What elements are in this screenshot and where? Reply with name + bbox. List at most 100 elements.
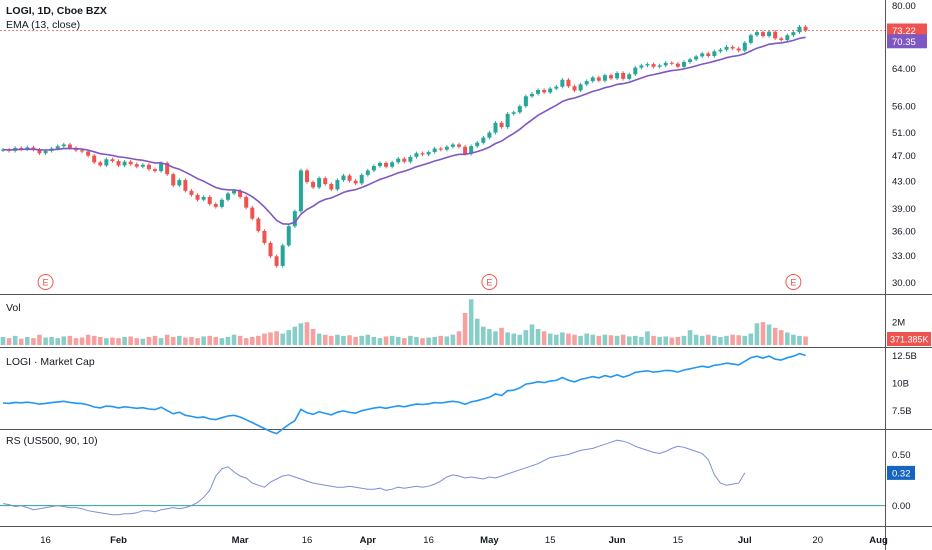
volume-bar: [383, 336, 389, 345]
candle-body: [274, 256, 279, 266]
volume-bar: [730, 334, 735, 345]
candle-body: [438, 148, 443, 150]
candle-body: [523, 96, 528, 107]
volume-bar: [243, 338, 249, 345]
volume-bar: [426, 337, 431, 345]
volume-bar: [742, 335, 748, 345]
candle-body: [475, 142, 480, 147]
candle-body: [390, 162, 395, 167]
candle-body: [134, 164, 139, 167]
candle-body: [754, 32, 759, 36]
volume-bar: [225, 337, 231, 345]
candle-body: [25, 147, 30, 150]
volume-value: 371.385K: [890, 335, 929, 345]
volume-bar: [499, 327, 504, 345]
candle-body: [554, 86, 559, 89]
volume-bar: [49, 337, 54, 345]
candle-body: [791, 32, 796, 36]
market-cap-tick-label: 10B: [892, 378, 909, 389]
volume-bar: [772, 327, 778, 345]
volume-bar: [183, 337, 188, 345]
candle-body: [37, 149, 42, 154]
candle-body: [232, 190, 237, 194]
candle-body: [590, 77, 595, 82]
price-tick-label: 51.00: [892, 128, 916, 139]
price-tick-label: 80.00: [892, 1, 916, 12]
volume-bar: [256, 335, 261, 345]
candle-body: [219, 199, 224, 207]
volume-bar: [268, 332, 273, 345]
volume-bar: [316, 333, 322, 345]
earnings-marker: [37, 274, 54, 290]
volume-bar: [766, 324, 772, 345]
candle-body: [596, 77, 601, 81]
candle-body: [341, 175, 346, 181]
volume-bar: [177, 335, 182, 345]
candle-body: [615, 72, 620, 79]
volume-bar: [663, 336, 669, 345]
volume-bar: [778, 330, 784, 345]
volume-bar: [371, 337, 377, 345]
volume-bar: [322, 334, 328, 345]
candle-body: [730, 46, 735, 49]
volume-bar: [553, 334, 559, 345]
volume-bar: [791, 334, 796, 345]
time-tick-label: 16: [40, 535, 51, 546]
volume-bar: [43, 337, 48, 345]
earnings-marker-label: E: [486, 278, 492, 288]
volume-bar: [249, 337, 255, 345]
market-cap-tick-label: 7.5B: [892, 406, 912, 417]
volume-bar: [91, 335, 97, 345]
price-tick-label: 39.00: [892, 204, 916, 215]
time-tick-label: Aug: [869, 535, 888, 546]
candle-body: [742, 42, 747, 51]
candle-body: [736, 48, 741, 51]
volume-bar: [645, 331, 650, 345]
volume-bar: [572, 334, 577, 345]
volume-tick-label: 2M: [892, 318, 905, 329]
volume-bar: [566, 333, 571, 345]
volume-bar: [365, 334, 371, 345]
volume-bar: [31, 338, 36, 345]
rs-badge: [887, 465, 915, 480]
candle-body: [140, 164, 145, 167]
volume-bar: [389, 335, 395, 345]
market-cap-line: [2, 352, 806, 435]
volume-bar: [754, 323, 760, 345]
volume-bar: [584, 333, 589, 345]
volume-bar: [529, 324, 535, 345]
candle-body: [317, 178, 322, 188]
volume-badge: [887, 332, 931, 346]
candle-body: [548, 88, 553, 93]
volume-bar: [164, 334, 170, 345]
candle-body: [426, 152, 431, 155]
earnings-marker-label: E: [790, 278, 796, 288]
candle-body: [499, 122, 504, 128]
volume-bar: [687, 330, 693, 345]
price-tick-label: 36.00: [892, 226, 916, 237]
candle-body: [268, 242, 273, 257]
rs-line: [2, 439, 746, 516]
price-tick-label: 43.00: [892, 176, 916, 187]
candle-body: [353, 180, 358, 184]
candle-body: [602, 75, 607, 81]
price-tick-label: 47.00: [892, 151, 916, 162]
volume-bar: [335, 334, 340, 345]
candle-body: [250, 207, 255, 219]
volume-bar: [432, 337, 437, 345]
time-tick-label: Jun: [609, 535, 626, 546]
volume-bar: [73, 338, 79, 345]
candle-body: [238, 190, 243, 197]
volume-bar: [523, 330, 529, 345]
volume-bar: [450, 334, 456, 345]
volume-bar: [511, 333, 517, 345]
candle-body: [153, 169, 157, 172]
candle-body: [688, 59, 693, 62]
candle-body: [377, 162, 382, 167]
candle-body: [420, 153, 425, 155]
candle-body: [347, 175, 352, 181]
candle-body: [767, 31, 772, 37]
volume-bar: [85, 334, 91, 345]
volume-bar: [736, 335, 741, 345]
